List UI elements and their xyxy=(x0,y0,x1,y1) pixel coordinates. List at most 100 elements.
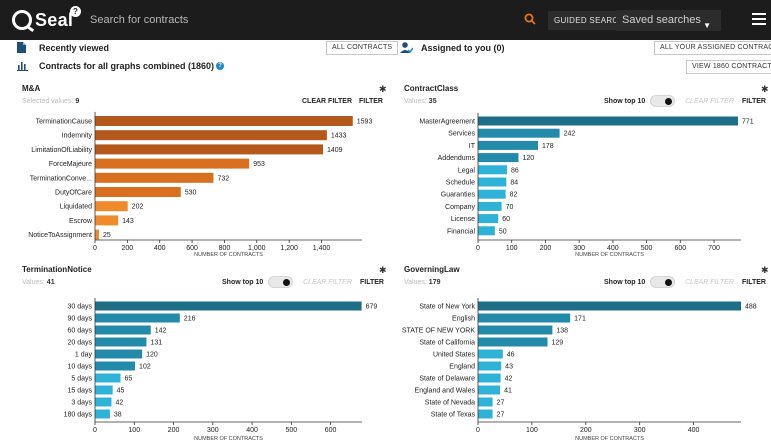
chart-bar[interactable] xyxy=(95,215,119,226)
chart-bar[interactable] xyxy=(95,229,100,240)
chart-bar[interactable] xyxy=(95,385,113,395)
seal-logo[interactable]: Seal xyxy=(12,10,82,31)
all-assigned-contracts-button[interactable]: ALL YOUR ASSIGNED CONTRACTS xyxy=(654,41,771,55)
chart-bar[interactable] xyxy=(95,313,180,323)
filter-button[interactable]: FILTER xyxy=(742,279,766,286)
chart-bar[interactable] xyxy=(478,409,493,419)
chart-bar[interactable] xyxy=(478,301,741,311)
combined-graphs-section: Contracts for all graphs combined (1860)… xyxy=(17,61,225,71)
chart-category-label: MasterAgreement xyxy=(419,119,475,126)
chart-value-label: 27 xyxy=(497,412,505,419)
chart-bar-row: Services 242 xyxy=(448,128,575,138)
chart-value-label: 86 xyxy=(511,167,519,174)
chart-bar[interactable] xyxy=(478,189,506,199)
clear-filter-button[interactable]: CLEAR FILTER xyxy=(685,279,734,286)
chart-category-label: 180 days xyxy=(64,412,93,419)
chart-category-label: 20 days xyxy=(67,340,92,347)
hamburger-menu-icon[interactable] xyxy=(752,13,766,25)
gear-icon[interactable]: ✱ xyxy=(379,84,387,94)
chart-bar[interactable] xyxy=(95,116,353,126)
chart-x-tick-label: 400 xyxy=(154,245,166,252)
chart-bar[interactable] xyxy=(478,337,548,347)
chart-bar[interactable] xyxy=(478,140,539,150)
chart-bar[interactable] xyxy=(95,373,121,383)
chart-bar-row: 1 day 120 xyxy=(75,349,158,359)
chart-bar[interactable] xyxy=(95,172,214,183)
chart-bar-row: NoticeToAssignment 25 xyxy=(28,229,111,240)
filter-button[interactable]: FILTER xyxy=(742,98,766,105)
chart-x-tick-label: 400 xyxy=(607,245,619,252)
chart-x-tick-label: 0 xyxy=(93,427,97,434)
chart-bar[interactable] xyxy=(478,325,553,335)
chart-bar-row: License 60 xyxy=(451,214,510,224)
chart-bar[interactable] xyxy=(478,165,507,175)
chart-bar-row: Indemnity 1433 xyxy=(62,130,347,141)
chart-bar[interactable] xyxy=(478,116,738,126)
panel-values-count: Values: 179 xyxy=(404,279,441,286)
help-icon[interactable]: ? xyxy=(70,6,81,17)
filter-button[interactable]: FILTER xyxy=(360,279,384,286)
chart-x-axis-label: NUMBER OF CONTRACTS xyxy=(194,252,263,258)
chart-bar-row: 3 days 42 xyxy=(71,397,123,407)
recently-viewed-label: Recently viewed xyxy=(39,42,110,53)
clear-filter-button[interactable]: CLEAR FILTER xyxy=(303,279,352,286)
chart-bar[interactable] xyxy=(95,130,327,141)
chart-bar[interactable] xyxy=(478,177,507,187)
search-input[interactable] xyxy=(88,9,518,31)
chart-x-tick-label: 500 xyxy=(641,245,653,252)
info-icon[interactable]: ? xyxy=(216,62,225,70)
combined-graphs-label: Contracts for all graphs combined (1860) xyxy=(39,61,215,71)
chart-bar[interactable] xyxy=(478,397,493,407)
filter-button[interactable]: FILTER xyxy=(359,98,383,105)
chart-bar[interactable] xyxy=(95,337,147,347)
chart-bar[interactable] xyxy=(478,361,502,371)
chart-bar[interactable] xyxy=(478,128,560,138)
chart-bar-row: TerminationConve... 732 xyxy=(30,172,229,183)
chart-x-tick-label: 400 xyxy=(688,427,700,434)
chart-value-label: 129 xyxy=(552,340,564,347)
chart-bar-row: DutyOfCare 530 xyxy=(55,187,197,197)
chart-bar[interactable] xyxy=(478,349,503,359)
show-top-toggle[interactable] xyxy=(650,95,675,107)
gear-icon[interactable]: ✱ xyxy=(761,265,769,275)
show-top-toggle[interactable] xyxy=(650,276,675,288)
clear-filter-button[interactable]: CLEAR FILTER xyxy=(685,98,734,105)
chart-category-label: IT xyxy=(469,143,476,150)
chart-bar[interactable] xyxy=(478,373,501,383)
chart-bar[interactable] xyxy=(95,201,128,212)
chart-bar[interactable] xyxy=(95,397,112,407)
chart-bar[interactable] xyxy=(478,214,499,224)
chart-bar[interactable] xyxy=(478,385,501,395)
chart-category-label: STATE OF NEW YORK xyxy=(402,328,475,335)
chart-bar[interactable] xyxy=(95,144,324,155)
gear-icon[interactable]: ✱ xyxy=(761,84,769,94)
chart-value-label: 143 xyxy=(122,218,134,225)
saved-searches-select[interactable]: Saved searches ▼ xyxy=(616,10,721,31)
chart-bar[interactable] xyxy=(478,153,519,163)
clear-filter-button[interactable]: CLEAR FILTER xyxy=(302,98,353,105)
view-contracts-button[interactable]: VIEW 1860 CONTRACTS xyxy=(686,60,771,74)
chart-value-label: 732 xyxy=(217,175,229,182)
show-top-toggle[interactable] xyxy=(268,276,293,288)
chart-value-label: 679 xyxy=(366,304,378,311)
chart-bar[interactable] xyxy=(95,301,362,311)
chart-x-axis-label: NUMBER OF CONTRACTS xyxy=(575,252,644,258)
chart-bar[interactable] xyxy=(95,361,136,371)
chart-category-label: 10 days xyxy=(67,364,92,371)
chart-bar[interactable] xyxy=(478,313,571,323)
chart-x-tick-label: 100 xyxy=(128,427,140,434)
chart-bar[interactable] xyxy=(478,226,495,236)
search-icon[interactable] xyxy=(524,13,536,25)
chart-bar[interactable] xyxy=(478,201,502,211)
chart-bar[interactable] xyxy=(95,158,250,169)
guided-search-button[interactable]: GUIDED SEARCH xyxy=(548,11,631,30)
chart-bar[interactable] xyxy=(95,349,143,359)
all-contracts-button[interactable]: ALL CONTRACTS xyxy=(326,41,399,55)
gear-icon[interactable]: ✱ xyxy=(379,265,387,275)
chart-category-label: License xyxy=(451,216,475,223)
chart-bar[interactable] xyxy=(95,409,110,419)
chart-x-tick-label: 0 xyxy=(476,427,480,434)
chart-bar[interactable] xyxy=(95,325,151,335)
chart-bar[interactable] xyxy=(95,187,181,197)
